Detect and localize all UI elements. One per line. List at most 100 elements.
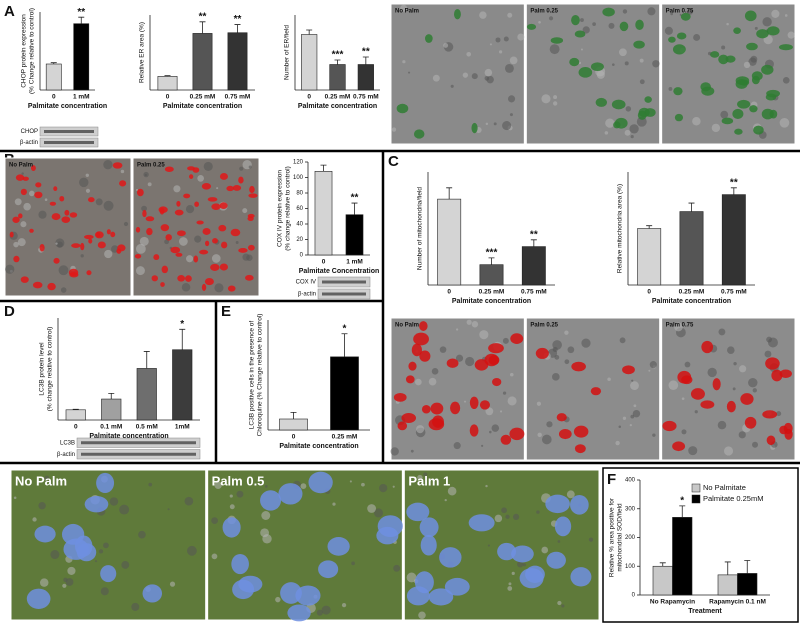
organelle bbox=[245, 274, 254, 281]
y-tick-label: 300 bbox=[625, 506, 636, 512]
organelle bbox=[84, 234, 94, 240]
y-axis-label: (% change relative to control) bbox=[47, 327, 54, 412]
texture bbox=[44, 475, 50, 481]
organelle bbox=[765, 357, 780, 370]
bar bbox=[172, 349, 193, 421]
texture bbox=[619, 337, 626, 344]
organelle bbox=[377, 515, 403, 538]
texture bbox=[103, 160, 113, 170]
organelle bbox=[420, 534, 437, 556]
organelle bbox=[479, 400, 490, 410]
texture bbox=[103, 542, 109, 549]
organelle bbox=[428, 588, 454, 606]
y-tick-label: 80 bbox=[296, 191, 303, 197]
organelle bbox=[570, 494, 589, 515]
organelle bbox=[550, 37, 564, 44]
texture bbox=[55, 238, 65, 248]
error-bar bbox=[179, 328, 186, 350]
organelle bbox=[227, 285, 236, 292]
organelle bbox=[71, 243, 81, 248]
texture bbox=[235, 241, 239, 244]
organelle bbox=[408, 361, 417, 371]
bar bbox=[437, 198, 462, 286]
significance: * bbox=[343, 323, 347, 334]
texture bbox=[203, 161, 213, 172]
organelle bbox=[260, 490, 282, 511]
x-tick-label: 0.1 mM bbox=[100, 424, 122, 431]
texture bbox=[619, 48, 627, 57]
texture bbox=[21, 172, 24, 175]
texture bbox=[723, 446, 734, 456]
texture bbox=[624, 129, 631, 136]
organelle bbox=[393, 392, 407, 402]
texture bbox=[38, 210, 47, 219]
organelle bbox=[766, 89, 780, 98]
texture bbox=[141, 205, 147, 212]
texture bbox=[541, 94, 551, 104]
organelle bbox=[47, 282, 56, 291]
organelle bbox=[76, 543, 97, 562]
organelle bbox=[419, 517, 439, 538]
organelle bbox=[753, 125, 764, 135]
organelle bbox=[53, 186, 58, 192]
texture bbox=[466, 319, 472, 325]
texture bbox=[410, 449, 414, 453]
organelle bbox=[15, 174, 25, 181]
organelle bbox=[419, 321, 428, 331]
organelle bbox=[20, 188, 27, 196]
texture bbox=[229, 494, 233, 498]
texture bbox=[58, 265, 69, 276]
organelle bbox=[734, 128, 743, 135]
organelle bbox=[662, 420, 677, 432]
organelle bbox=[219, 202, 228, 209]
organelle bbox=[59, 196, 65, 202]
texture bbox=[784, 14, 788, 17]
texture bbox=[55, 242, 58, 245]
texture bbox=[485, 484, 488, 488]
texture bbox=[248, 165, 252, 169]
y-axis-label: Chloroquine (% Change relative to contro… bbox=[257, 314, 264, 437]
y-axis-label: LC3B protein level bbox=[39, 342, 46, 396]
texture bbox=[612, 63, 615, 66]
organelle bbox=[471, 122, 478, 134]
texture bbox=[390, 447, 399, 456]
texture bbox=[485, 122, 489, 126]
texture bbox=[693, 33, 701, 41]
texture bbox=[164, 239, 170, 245]
texture bbox=[179, 237, 188, 246]
organelle bbox=[238, 575, 263, 593]
organelle bbox=[295, 585, 321, 606]
organelle bbox=[119, 180, 127, 187]
x-axis-label: Palmitate concentration bbox=[652, 298, 731, 305]
organelle bbox=[230, 228, 241, 237]
legend-swatch bbox=[691, 483, 701, 493]
y-axis-label: Relative % area positive for bbox=[609, 497, 616, 577]
texture bbox=[762, 17, 772, 27]
organelle bbox=[701, 340, 714, 354]
texture bbox=[211, 553, 218, 560]
texture bbox=[79, 177, 89, 188]
organelle bbox=[611, 99, 626, 110]
y-axis-label: Number of ER/field bbox=[284, 25, 291, 80]
error-bar bbox=[306, 29, 313, 35]
organelle bbox=[633, 40, 645, 49]
blot-label: β-actin bbox=[298, 292, 316, 298]
organelle bbox=[468, 514, 495, 532]
organelle bbox=[406, 502, 430, 522]
panel-letter: C bbox=[388, 153, 399, 170]
organelle bbox=[247, 216, 254, 222]
organelle bbox=[238, 176, 244, 184]
texture bbox=[502, 337, 509, 344]
organelle bbox=[136, 188, 144, 197]
organelle bbox=[474, 359, 489, 371]
organelle bbox=[192, 167, 200, 173]
texture bbox=[670, 12, 674, 16]
organelle bbox=[318, 560, 339, 579]
organelle bbox=[419, 350, 431, 362]
texture bbox=[432, 74, 440, 82]
organelle bbox=[34, 191, 43, 199]
organelle bbox=[64, 209, 70, 216]
organelle bbox=[421, 404, 431, 414]
texture bbox=[499, 410, 503, 413]
texture bbox=[629, 423, 632, 427]
